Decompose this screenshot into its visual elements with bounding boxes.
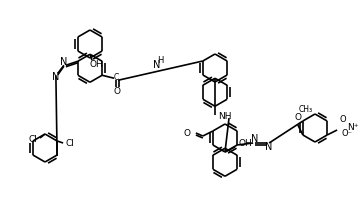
Text: N: N (153, 60, 160, 70)
Text: OH: OH (238, 140, 252, 148)
Text: Cl: Cl (65, 140, 74, 148)
Text: O: O (294, 112, 301, 122)
Text: O⁻: O⁻ (341, 130, 352, 138)
Text: N: N (60, 57, 68, 67)
Text: H: H (157, 56, 164, 65)
Text: O: O (340, 115, 347, 125)
Text: OH: OH (89, 60, 103, 69)
Text: O: O (114, 87, 120, 96)
Text: N⁺: N⁺ (347, 123, 359, 132)
Text: NH: NH (218, 112, 232, 121)
Text: C: C (114, 73, 119, 82)
Text: O: O (184, 130, 191, 138)
Text: N: N (265, 142, 273, 152)
Text: N: N (252, 134, 259, 144)
Text: CH₃: CH₃ (299, 105, 313, 113)
Text: Cl: Cl (28, 135, 37, 145)
Text: N: N (52, 72, 60, 82)
